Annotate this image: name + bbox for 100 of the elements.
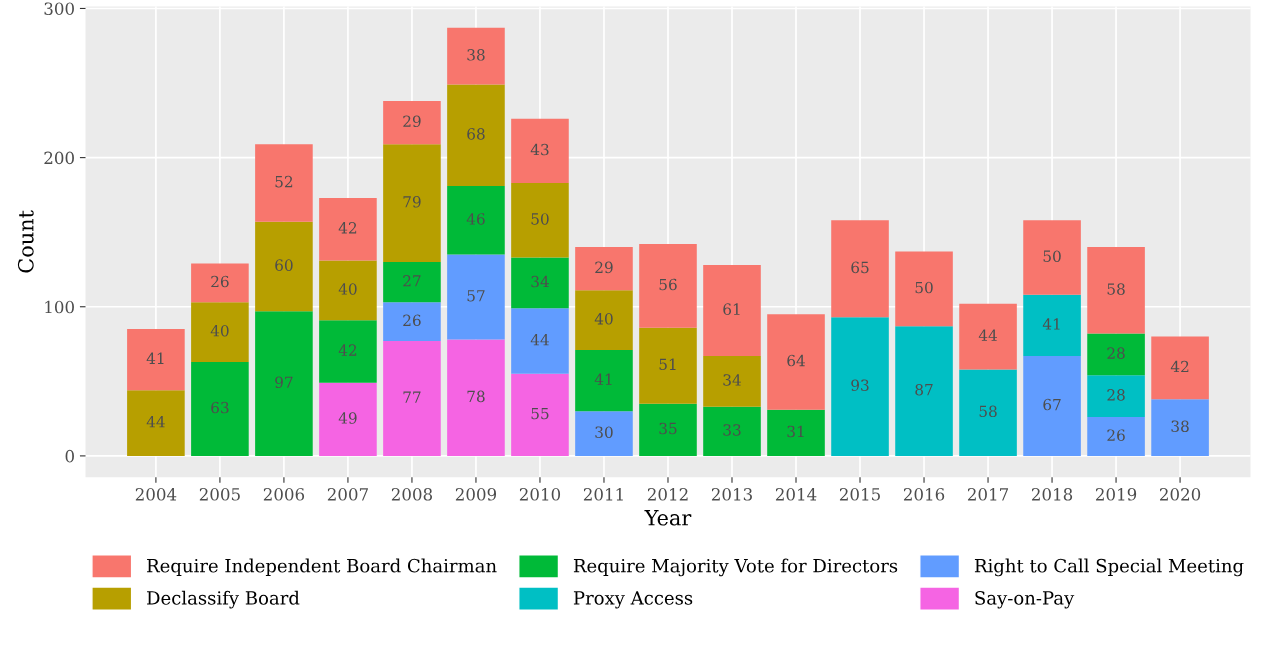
x-tick-label: 2010 xyxy=(519,488,561,501)
data-label: 33 xyxy=(723,424,741,436)
bar xyxy=(511,182,569,258)
bar xyxy=(447,185,505,255)
data-label: 42 xyxy=(338,344,357,356)
data-label: 68 xyxy=(467,128,485,140)
bar xyxy=(319,260,377,321)
data-label: 38 xyxy=(467,49,485,61)
data-label: 28 xyxy=(1107,347,1125,359)
data-label: 65 xyxy=(851,261,869,274)
legend-label: Right to Call Special Meeting xyxy=(974,558,1244,577)
bar xyxy=(511,118,569,183)
bar xyxy=(1087,247,1145,334)
data-label: 77 xyxy=(403,391,421,403)
x-tick-label: 2005 xyxy=(199,488,240,501)
data-label: 97 xyxy=(275,376,293,388)
x-tick-label: 2016 xyxy=(903,488,945,501)
y-axis-title: Count xyxy=(17,210,34,273)
bar xyxy=(255,311,313,456)
x-tick-label: 2007 xyxy=(327,488,368,501)
data-label: 40 xyxy=(594,313,613,325)
data-label: 43 xyxy=(530,143,549,156)
bar xyxy=(959,369,1017,456)
bar xyxy=(383,262,441,303)
data-label: 57 xyxy=(467,290,485,302)
data-label: 34 xyxy=(723,374,741,386)
x-tick-label: 2004 xyxy=(135,488,177,501)
bar xyxy=(127,329,185,391)
data-label: 28 xyxy=(1107,389,1125,401)
data-label: 34 xyxy=(531,275,549,288)
x-tick-label: 2008 xyxy=(391,488,433,501)
data-label: 50 xyxy=(915,281,933,294)
x-tick-label: 2012 xyxy=(647,488,688,501)
data-label: 41 xyxy=(594,373,612,385)
x-axis-title: Year xyxy=(644,510,692,526)
bar xyxy=(895,326,953,456)
bar xyxy=(511,257,569,309)
y-tick-label: 100 xyxy=(45,300,74,314)
data-label: 50 xyxy=(1043,250,1061,262)
y-tick-label: 300 xyxy=(44,2,74,16)
bar xyxy=(1151,399,1209,456)
data-label: 60 xyxy=(275,259,293,271)
legend-label: Require Independent Board Chairman xyxy=(147,558,497,577)
data-label: 29 xyxy=(403,115,421,127)
bar xyxy=(959,303,1017,370)
data-label: 44 xyxy=(530,333,549,346)
legend-label: Require Majority Vote for Directors xyxy=(573,558,898,577)
data-label: 56 xyxy=(659,278,677,291)
bar xyxy=(575,350,633,412)
data-label: 35 xyxy=(659,422,677,435)
bar xyxy=(639,244,697,328)
bar xyxy=(255,221,313,312)
bar xyxy=(319,382,377,456)
y-tick-label: 0 xyxy=(65,449,74,463)
x-tick-label: 2013 xyxy=(711,488,752,501)
legend-label: Declassify Board xyxy=(147,590,300,609)
data-label: 40 xyxy=(210,324,229,337)
data-label: 44 xyxy=(146,415,165,428)
x-tick-label: 2011 xyxy=(583,488,623,501)
data-label: 44 xyxy=(978,329,997,341)
bar xyxy=(447,339,505,456)
data-label: 41 xyxy=(1042,318,1060,330)
bar xyxy=(703,355,761,407)
data-label: 42 xyxy=(338,222,357,234)
data-label: 78 xyxy=(467,390,485,403)
x-tick-label: 2009 xyxy=(455,488,497,501)
data-label: 30 xyxy=(595,426,613,438)
bar xyxy=(1151,336,1209,400)
data-label: 46 xyxy=(466,213,485,225)
bar xyxy=(191,263,249,303)
bar xyxy=(447,84,505,186)
bar xyxy=(1087,375,1145,418)
data-label: 51 xyxy=(659,358,676,371)
data-label: 61 xyxy=(723,303,740,315)
bar xyxy=(831,317,889,456)
bar xyxy=(767,314,825,410)
data-label: 26 xyxy=(403,314,421,327)
data-label: 64 xyxy=(787,354,805,367)
data-label: 58 xyxy=(1107,283,1125,295)
bar xyxy=(383,144,441,263)
data-label: 26 xyxy=(1107,429,1125,441)
bar xyxy=(191,361,249,456)
bar xyxy=(575,411,633,456)
bar xyxy=(447,254,505,340)
y-tick-label: 200 xyxy=(44,151,74,165)
data-label: 40 xyxy=(338,283,357,295)
bar xyxy=(447,27,505,85)
bar xyxy=(639,327,697,404)
x-tick-label: 2018 xyxy=(1031,488,1073,501)
bar xyxy=(1023,355,1081,456)
x-tick-label: 2014 xyxy=(775,488,817,501)
bar xyxy=(703,406,761,456)
bar xyxy=(255,144,313,222)
bar xyxy=(319,320,377,383)
data-label: 87 xyxy=(915,383,933,396)
bar xyxy=(191,302,249,362)
x-tick-label: 2020 xyxy=(1159,488,1201,501)
bar xyxy=(575,290,633,350)
bar xyxy=(127,390,185,456)
bar xyxy=(703,264,761,356)
